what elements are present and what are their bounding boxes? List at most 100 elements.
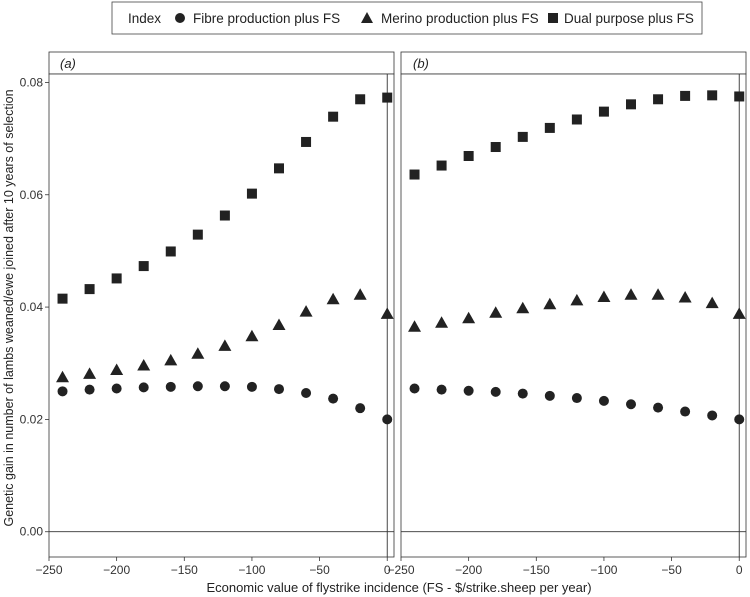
- legend-circle-marker: [175, 13, 185, 23]
- y-tick-label-1: 0.02: [20, 412, 44, 426]
- panel-a: (a): [48, 51, 395, 558]
- panel-b-merino-production-plus-fs-point-12: [732, 307, 746, 319]
- panel-a-fibre-production-plus-fs-point-7: [246, 381, 257, 392]
- y-axis-label: Genetic gain in number of lambs weaned/e…: [2, 89, 16, 526]
- panel-b-x-tick-label-0: −250: [387, 563, 414, 577]
- panel-a-fibre-production-plus-fs-point-8: [274, 384, 284, 395]
- panel-b-dual-purpose-plus-fs-point-11: [707, 90, 718, 101]
- panel-a-merino-production-plus-fs-point-4: [164, 353, 178, 366]
- y-tick-label-4: 0.08: [20, 75, 44, 89]
- panel-a-label: (a): [60, 56, 76, 71]
- panel-b-dual-purpose-plus-fs-point-4: [517, 131, 528, 142]
- panel-a-dual-purpose-plus-fs-point-2: [111, 273, 122, 284]
- legend-title: Index: [128, 11, 161, 26]
- y-tick-label-0: 0.00: [20, 525, 44, 539]
- panel-b-dual-purpose-plus-fs-point-10: [680, 90, 691, 101]
- panel-b-dual-purpose-plus-fs-point-12: [734, 91, 745, 102]
- panel-a-x-tick-label-3: −100: [238, 563, 265, 577]
- panel-a-dual-purpose-plus-fs-point-3: [138, 261, 149, 272]
- panel-b-merino-production-plus-fs-point-1: [435, 316, 449, 328]
- panel-a-dual-purpose-plus-fs-point-5: [192, 229, 203, 240]
- panel-b-fibre-production-plus-fs-point-2: [463, 385, 474, 396]
- panel-b-fibre-production-plus-fs-point-6: [571, 393, 582, 404]
- panel-b-label: (b): [413, 56, 429, 71]
- panel-b-x-tick-label-5: 0: [736, 563, 743, 577]
- x-axis-label: Economic value of flystrike incidence (F…: [206, 580, 591, 595]
- panel-b-merino-production-plus-fs-point-10: [678, 291, 692, 303]
- panel-a-x-tick-label-2: −150: [171, 563, 198, 577]
- legend-box: [111, 1, 703, 35]
- panel-b-fibre-production-plus-fs-point-0: [409, 383, 420, 394]
- y-axis: 0.00 0.02 0.04 0.06 0.08: [20, 75, 49, 539]
- y-tick-label-2: 0.04: [20, 300, 44, 314]
- panel-b-merino-production-plus-fs-point-6: [570, 293, 584, 306]
- panel-a-merino-production-plus-fs-point-2: [110, 363, 124, 375]
- panel-b-x-tick-label-1: −200: [455, 563, 482, 577]
- panel-a-x-tick-label-0: −250: [35, 563, 62, 577]
- panel-b-dual-purpose-plus-fs-point-8: [626, 99, 636, 110]
- panel-b-plot-border: [400, 73, 747, 558]
- panel-b-merino-production-plus-fs-point-8: [624, 288, 638, 300]
- panel-b-x-tick-label-4: −50: [661, 563, 682, 577]
- panel-b-dual-purpose-plus-fs-point-3: [490, 142, 501, 153]
- panel-b-x-tick-label-2: −150: [523, 563, 550, 577]
- panel-b-merino-production-plus-fs-point-7: [597, 290, 611, 302]
- panel-a-fibre-production-plus-fs-point-3: [138, 382, 149, 393]
- panel-b-merino-production-plus-fs-point-2: [462, 311, 476, 324]
- panel-a-merino-production-plus-fs-point-5: [191, 347, 205, 359]
- legend-triangle-marker: [361, 12, 373, 23]
- panel-b-dual-purpose-plus-fs-point-6: [571, 114, 582, 125]
- panel-b-fibre-production-plus-fs-point-11: [707, 410, 718, 421]
- panel-b-strip: [400, 51, 747, 75]
- panel-a-marks: [49, 74, 394, 557]
- panel-b-x-tick-label-3: −100: [590, 563, 617, 577]
- panel-b-dual-purpose-plus-fs-point-5: [544, 122, 555, 133]
- panel-a-fibre-production-plus-fs-point-0: [57, 386, 68, 397]
- panel-a-merino-production-plus-fs-point-3: [137, 358, 151, 371]
- panel-a-merino-production-plus-fs-point-12: [380, 307, 394, 319]
- panel-b-fibre-production-plus-fs-point-9: [653, 402, 664, 413]
- panel-a-dual-purpose-plus-fs-point-11: [355, 94, 366, 105]
- y-tick-label-3: 0.06: [20, 188, 44, 202]
- panel-a-dual-purpose-plus-fs-point-1: [84, 284, 95, 295]
- panel-a-dual-purpose-plus-fs-point-8: [274, 163, 284, 174]
- panel-a-merino-production-plus-fs-point-10: [326, 292, 340, 305]
- panel-b-merino-production-plus-fs-point-5: [543, 297, 557, 310]
- panel-a-fibre-production-plus-fs-point-1: [84, 384, 95, 395]
- panel-b-fibre-production-plus-fs-point-10: [680, 406, 691, 417]
- panel-a-dual-purpose-plus-fs-point-4: [165, 246, 176, 257]
- panel-a-dual-purpose-plus-fs-point-6: [219, 210, 230, 221]
- panel-b-merino-production-plus-fs-point-11: [705, 296, 719, 309]
- panel-b-fibre-production-plus-fs-point-5: [544, 390, 555, 401]
- panel-a-fibre-production-plus-fs-point-12: [382, 414, 393, 425]
- panel-a-dual-purpose-plus-fs-point-12: [382, 92, 393, 103]
- panel-b-fibre-production-plus-fs-point-3: [490, 386, 501, 397]
- panel-a-merino-production-plus-fs-point-6: [218, 339, 232, 351]
- panel-b-dual-purpose-plus-fs-point-2: [463, 150, 474, 161]
- panel-a-strip: [48, 51, 395, 75]
- legend-label-merino: Merino production plus FS: [381, 11, 539, 26]
- panel-a-fibre-production-plus-fs-point-6: [219, 381, 230, 392]
- panel-a-merino-production-plus-fs-point-8: [272, 318, 286, 331]
- panel-b-fibre-production-plus-fs-point-7: [598, 395, 609, 406]
- panel-b-fibre-production-plus-fs-point-8: [626, 399, 636, 410]
- panel-a-dual-purpose-plus-fs-point-7: [246, 188, 257, 199]
- legend: Index Fibre production plus FS Merino pr…: [111, 1, 703, 35]
- panel-a-fibre-production-plus-fs-point-11: [355, 403, 366, 414]
- panel-a-plot-border: [48, 73, 395, 558]
- panel-a-fibre-production-plus-fs-point-5: [192, 381, 203, 392]
- panel-b-merino-production-plus-fs-point-0: [408, 320, 422, 332]
- panel-a-fibre-production-plus-fs-point-2: [111, 383, 122, 394]
- panel-a-merino-production-plus-fs-point-11: [353, 288, 367, 300]
- panel-a-merino-production-plus-fs-point-0: [56, 370, 70, 383]
- panel-a-fibre-production-plus-fs-point-4: [165, 381, 176, 392]
- panel-a-x-tick-label-4: −50: [309, 563, 330, 577]
- panel-b-merino-production-plus-fs-point-9: [651, 288, 665, 300]
- legend-square-marker: [548, 13, 558, 23]
- panel-b-merino-production-plus-fs-point-3: [489, 306, 503, 318]
- panel-a-x-tick-label-1: −200: [103, 563, 130, 577]
- panel-a-merino-production-plus-fs-point-9: [299, 305, 313, 317]
- panel-a-fibre-production-plus-fs-point-10: [328, 393, 339, 404]
- panel-a-fibre-production-plus-fs-point-9: [301, 388, 312, 399]
